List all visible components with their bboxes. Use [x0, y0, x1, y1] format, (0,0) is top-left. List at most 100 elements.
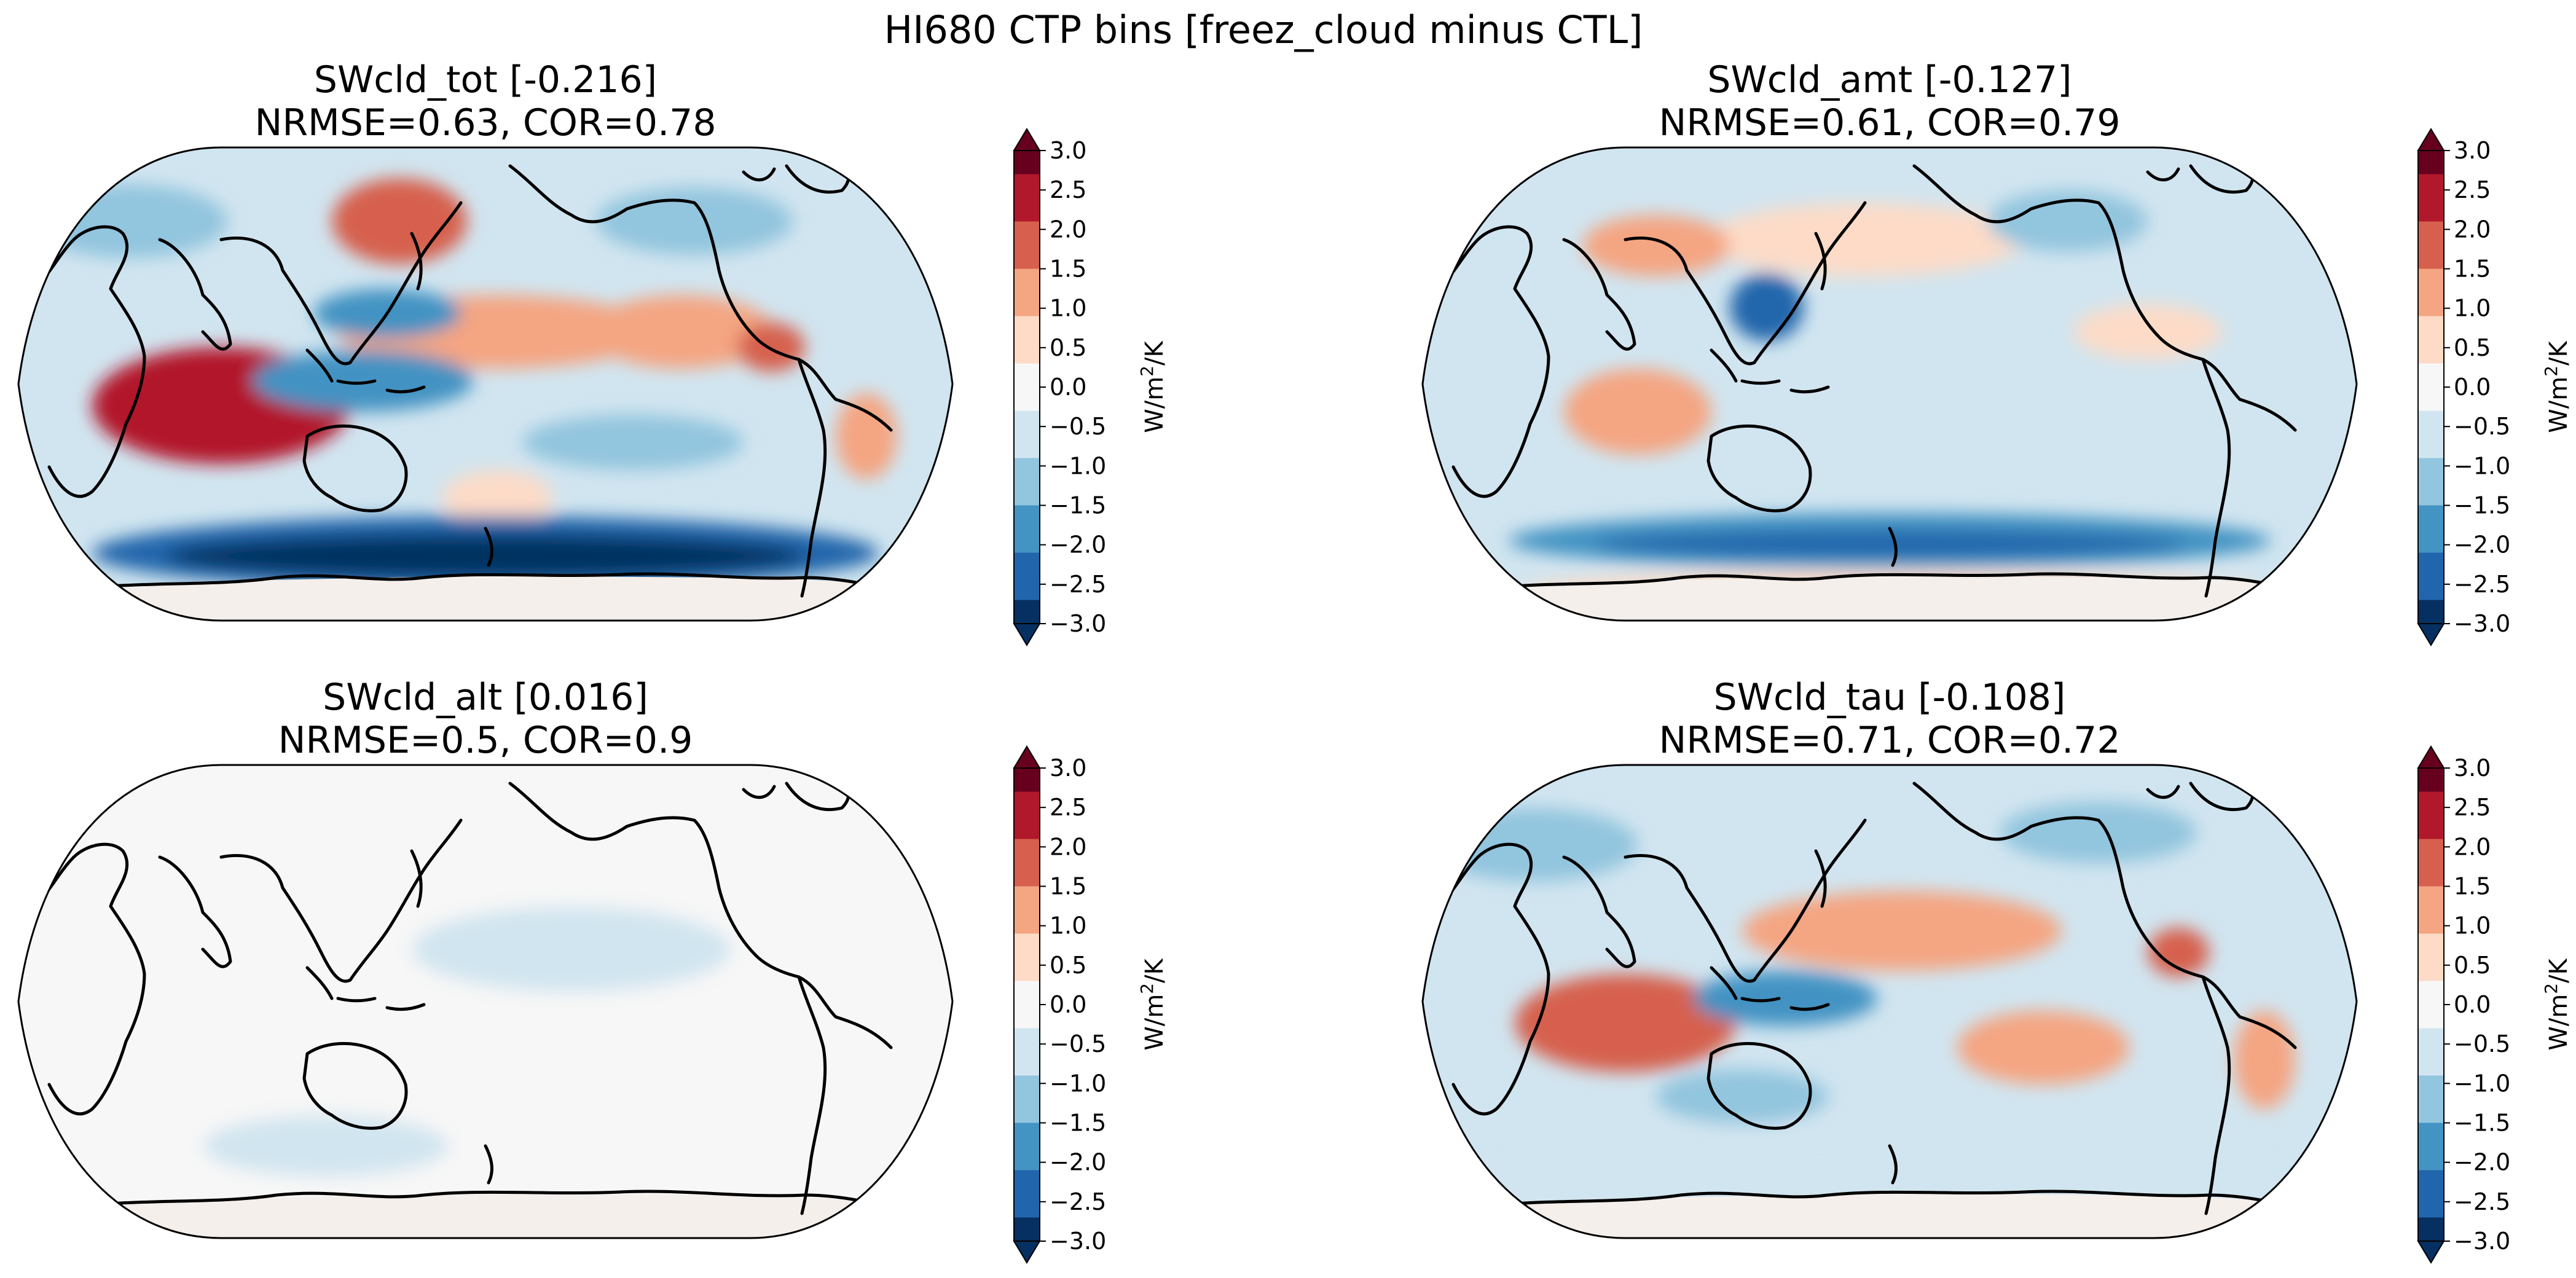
colorbar-label-base: W/m — [1141, 377, 1169, 433]
colorbar-tick-label: 0.5 — [1050, 952, 1086, 979]
colorbar-label-tail: /K — [2545, 957, 2573, 982]
colorbar-segment — [1014, 981, 1040, 1005]
colorbar-segment — [1014, 910, 1040, 934]
coastline — [1706, 425, 1812, 512]
field-blob — [166, 535, 805, 578]
field-blob — [1515, 974, 1736, 1072]
field-blob — [332, 178, 467, 264]
colorbar-tick-label: 1.5 — [1050, 256, 1086, 283]
map-panel: SWcld_amt [-0.127]NRMSE=0.61, COR=0.79 3.… — [1421, 58, 2573, 646]
colorbar-tick-label: 3.0 — [2454, 755, 2491, 782]
colorbar-segment — [1014, 1052, 1040, 1076]
colorbar-segment — [2418, 410, 2444, 435]
colorbar-tick-label: −2.0 — [1050, 1149, 1106, 1176]
panel-title: SWcld_tot [-0.216] — [314, 58, 657, 101]
colorbar-segment — [1014, 387, 1040, 411]
colorbar-tick-label: −1.5 — [2454, 492, 2510, 519]
colorbar-segment — [2418, 1052, 2444, 1076]
colorbar-segment — [1014, 1217, 1040, 1242]
colorbar-tick-label: −3.0 — [2454, 610, 2510, 637]
colorbar-segment — [2418, 151, 2444, 174]
colorbar-tick-label: 0.5 — [2454, 952, 2491, 979]
field-layer — [18, 765, 952, 1238]
field-blobs — [55, 793, 916, 1210]
coastline — [1888, 1144, 1898, 1185]
field-blob — [836, 393, 897, 479]
colorbar-extend-min — [2417, 623, 2445, 646]
colorbar-segment — [2418, 957, 2444, 981]
figure-suptitle: HI680 CTP bins [freez_cloud minus CTL] — [884, 7, 1643, 52]
colorbar-segment — [2418, 340, 2444, 364]
colorbar-label-sup: 2 — [2541, 366, 2561, 377]
colorbar-segment — [2418, 1147, 2444, 1170]
colorbar-segment — [1014, 221, 1040, 246]
panel-subtitle: NRMSE=0.5, COR=0.9 — [278, 719, 693, 762]
panel-title: SWcld_amt [-0.127] — [1707, 58, 2071, 101]
panel-subtitle: NRMSE=0.71, COR=0.72 — [1659, 719, 2120, 762]
colorbar-segment — [2418, 269, 2444, 293]
field-blob — [1693, 971, 1877, 1026]
colorbar-segment — [2418, 576, 2444, 600]
field-blob — [590, 295, 774, 369]
colorbar-segment — [2418, 434, 2444, 458]
colorbar-tick-label: 2.5 — [2454, 176, 2491, 203]
colorbar-segment — [1014, 363, 1040, 388]
colorbar-tick-label: 2.5 — [1050, 176, 1086, 203]
coastline — [2201, 358, 2297, 432]
field-blob — [31, 184, 227, 258]
colorbar-label-base: W/m — [2545, 377, 2573, 433]
colorbar-segment — [1014, 505, 1040, 530]
coastline — [1710, 966, 1738, 1000]
coastline — [219, 818, 463, 983]
colorbar-tick-label: 0.0 — [1050, 374, 1086, 401]
colorbar-tick-label: −0.5 — [1050, 413, 1106, 440]
field-blob — [1656, 1069, 1828, 1124]
coastline — [2146, 785, 2180, 799]
colorbar-segment — [2418, 863, 2444, 887]
field-blob — [1564, 369, 1711, 455]
coastline — [797, 975, 893, 1049]
coastline — [508, 164, 801, 361]
colorbar-segment — [2418, 387, 2444, 411]
colorbar-tick-label: −1.0 — [2454, 452, 2510, 479]
colorbar-segment — [1014, 245, 1040, 269]
colorbar-segment — [1014, 1075, 1040, 1100]
field-blob — [596, 187, 793, 255]
colorbar-segment — [2418, 815, 2444, 839]
colorbar-tick-label: −2.5 — [1050, 571, 1106, 598]
field-blobs — [1429, 802, 2295, 1174]
colorbar-segment — [2418, 1170, 2444, 1194]
coastline — [410, 849, 423, 908]
field-blob — [252, 350, 473, 412]
coastline — [1423, 842, 1550, 1116]
coastline — [302, 425, 408, 512]
colorbar-tick-label: −2.5 — [2454, 1188, 2510, 1215]
colorbar-label: W/m2/K — [1137, 957, 1169, 1050]
colorbar-segment — [2418, 458, 2444, 482]
coastline — [1476, 572, 2309, 595]
coastline — [1423, 225, 1550, 498]
colorbar-tick-label: −2.0 — [2454, 531, 2510, 559]
coastline — [72, 572, 905, 595]
colorbar-segment — [2418, 768, 2444, 792]
colorbar: 3.0 2.5 2.0 1.5 1.0 0.5 0.0 −0.5 −1.0 −1.5 −2.0 −2.… — [2417, 128, 2573, 646]
colorbar-segment — [2418, 292, 2444, 316]
colorbar-tick-label: −2.0 — [1050, 531, 1106, 559]
colorbar-segment — [1014, 863, 1040, 887]
coastline — [1912, 164, 2205, 361]
coastline — [410, 232, 423, 291]
colorbar-segment — [1014, 410, 1040, 435]
coastline — [2201, 358, 2231, 598]
colorbar-extend-max — [1013, 128, 1041, 151]
coastline — [797, 358, 827, 598]
coastline — [219, 201, 463, 366]
antarctica-fill — [18, 576, 952, 621]
coastline — [797, 358, 893, 432]
colorbar-segment — [2418, 198, 2444, 222]
field-blob — [1804, 332, 2074, 430]
coastlines — [1423, 155, 2309, 598]
colorbar-label-base: W/m — [1141, 994, 1169, 1051]
coastline — [158, 238, 232, 351]
coastline — [1562, 855, 1636, 968]
